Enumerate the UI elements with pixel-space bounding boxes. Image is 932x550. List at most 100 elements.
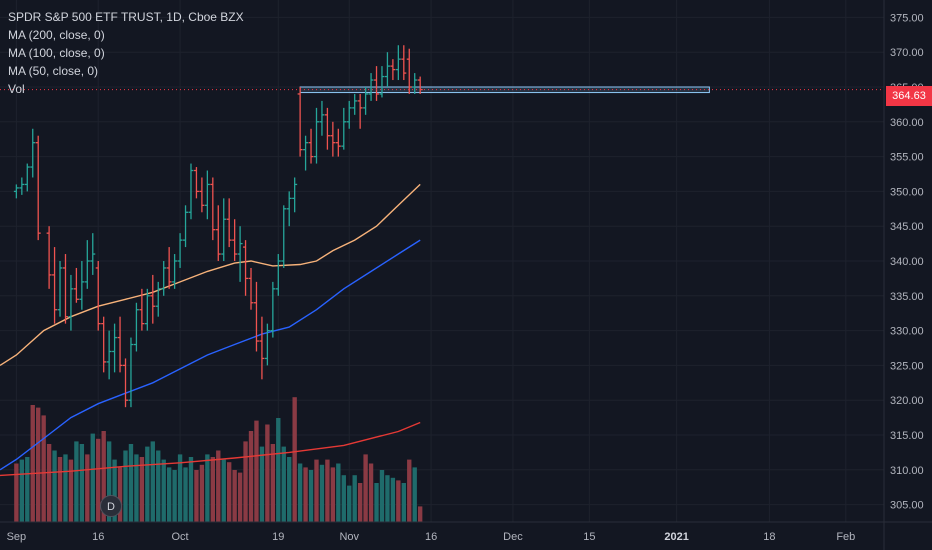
last-price-badge: 364.63 bbox=[886, 86, 932, 106]
candle-59 bbox=[341, 107, 347, 150]
candle-55 bbox=[319, 100, 325, 136]
volume-bar-33 bbox=[194, 470, 199, 522]
volume-bar-18 bbox=[112, 459, 117, 522]
volume-bar-29 bbox=[172, 470, 177, 522]
volume-bar-56 bbox=[319, 464, 325, 522]
volume-bar-16 bbox=[101, 431, 106, 522]
volume-bar-19 bbox=[117, 467, 123, 522]
volume-bar-63 bbox=[357, 483, 363, 522]
legend-ma200[interactable]: MA (200, close, 0) bbox=[8, 28, 105, 42]
candle-25 bbox=[155, 281, 161, 317]
candle-70 bbox=[401, 45, 407, 81]
y-tick-label-5: 350.00 bbox=[890, 186, 924, 198]
candle-20 bbox=[128, 337, 134, 408]
volume-bar-61 bbox=[347, 485, 352, 522]
candle-26 bbox=[161, 261, 167, 296]
candle-5 bbox=[46, 226, 52, 289]
candle-24 bbox=[150, 274, 156, 324]
candle-29 bbox=[177, 233, 183, 268]
volume-bar-2 bbox=[25, 457, 30, 522]
x-tick-label-1: 16 bbox=[92, 531, 104, 543]
candle-11 bbox=[79, 261, 85, 310]
y-tick-label-3: 360.00 bbox=[890, 117, 924, 129]
candle-44 bbox=[259, 316, 265, 380]
volume-bar-40 bbox=[232, 470, 237, 522]
candle-31 bbox=[188, 163, 194, 220]
candle-66 bbox=[379, 66, 385, 98]
candle-37 bbox=[221, 198, 227, 261]
candle-0 bbox=[13, 184, 19, 199]
volume-bar-70 bbox=[396, 480, 401, 522]
candle-28 bbox=[172, 254, 178, 289]
legend-ma100[interactable]: MA (100, close, 0) bbox=[8, 46, 105, 60]
candle-67 bbox=[384, 52, 390, 87]
volume-bar-59 bbox=[336, 463, 341, 522]
candle-63 bbox=[363, 87, 369, 115]
volume-bar-21 bbox=[128, 444, 134, 522]
candle-53 bbox=[308, 128, 314, 164]
volume-bar-36 bbox=[210, 457, 215, 522]
candle-22 bbox=[139, 288, 145, 331]
legend-vol[interactable]: Vol bbox=[8, 82, 25, 96]
volume-bar-58 bbox=[330, 467, 336, 522]
volume-bar-41 bbox=[237, 472, 243, 522]
dividend-marker[interactable]: D bbox=[100, 495, 122, 517]
volume-bar-38 bbox=[221, 459, 226, 522]
volume-bar-65 bbox=[368, 463, 374, 522]
legend-title[interactable]: SPDR S&P 500 ETF TRUST, 1D, Cboe BZX bbox=[8, 10, 244, 24]
volume-bar-0 bbox=[14, 463, 19, 522]
volume-bar-34 bbox=[199, 464, 205, 522]
candle-72 bbox=[412, 73, 418, 94]
volume-bar-74 bbox=[417, 506, 423, 522]
candle-50 bbox=[292, 177, 298, 213]
candle-12 bbox=[84, 240, 90, 289]
legend-ma50[interactable]: MA (50, close, 0) bbox=[8, 64, 99, 78]
candle-54 bbox=[313, 107, 319, 164]
legend: SPDR S&P 500 ETF TRUST, 1D, Cboe BZX MA … bbox=[8, 8, 244, 98]
candle-43 bbox=[253, 281, 259, 352]
volume-bar-69 bbox=[390, 477, 396, 522]
candle-16 bbox=[106, 330, 112, 380]
candle-38 bbox=[226, 198, 232, 248]
volume-bar-45 bbox=[259, 446, 265, 522]
volume-bar-11 bbox=[74, 441, 79, 522]
candle-62 bbox=[357, 93, 363, 129]
y-tick-label-11: 320.00 bbox=[890, 395, 924, 407]
candle-9 bbox=[68, 274, 74, 331]
volume-bar-9 bbox=[63, 454, 68, 522]
volume-bar-35 bbox=[205, 454, 210, 522]
volume-bar-26 bbox=[156, 450, 161, 522]
candle-56 bbox=[324, 107, 330, 150]
volume-bar-54 bbox=[308, 470, 314, 522]
candle-23 bbox=[144, 288, 150, 331]
candle-13 bbox=[90, 233, 96, 275]
volume-bar-72 bbox=[407, 459, 412, 522]
candle-8 bbox=[62, 254, 68, 324]
y-tick-label-1: 370.00 bbox=[890, 47, 924, 59]
candle-51 bbox=[297, 87, 303, 157]
candle-2 bbox=[24, 163, 30, 192]
candle-42 bbox=[248, 267, 254, 310]
volume-bar-57 bbox=[325, 459, 330, 522]
volume-bar-7 bbox=[52, 450, 57, 522]
volume-bar-37 bbox=[216, 450, 221, 522]
candle-10 bbox=[73, 267, 79, 303]
moving-averages bbox=[0, 183, 421, 477]
volume-bar-60 bbox=[341, 475, 346, 522]
y-tick-label-8: 335.00 bbox=[890, 291, 924, 303]
candle-60 bbox=[346, 100, 352, 129]
y-tick-label-4: 355.00 bbox=[890, 152, 924, 164]
volume-bar-51 bbox=[292, 397, 297, 522]
volume-bar-47 bbox=[270, 444, 276, 522]
volume-bar-48 bbox=[276, 418, 281, 522]
volume-bar-10 bbox=[68, 459, 74, 522]
y-tick-label-9: 330.00 bbox=[890, 326, 924, 338]
volume-bar-43 bbox=[248, 431, 254, 522]
candle-46 bbox=[270, 281, 276, 338]
ma50-line bbox=[0, 183, 421, 366]
volume-bar-32 bbox=[188, 457, 194, 522]
volume-bar-44 bbox=[254, 420, 259, 522]
